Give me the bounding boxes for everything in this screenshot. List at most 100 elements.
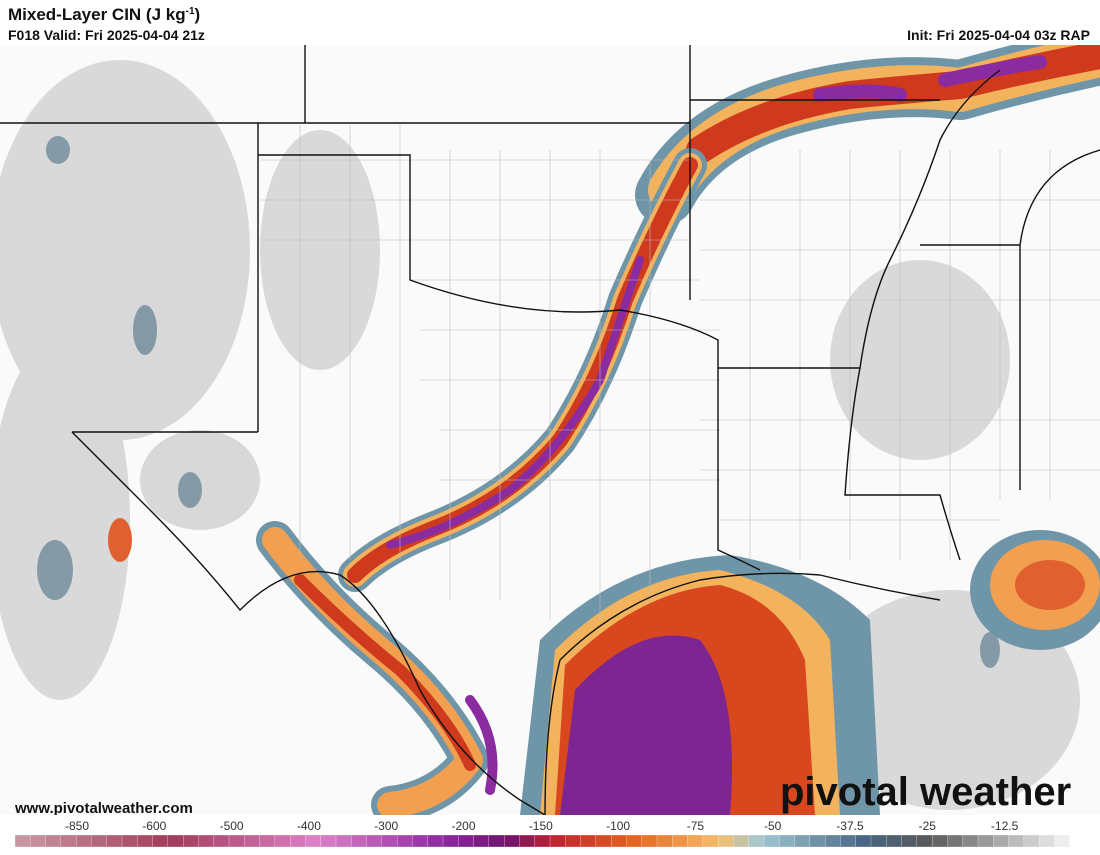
colorbar-swatch bbox=[717, 834, 734, 848]
title-close: ) bbox=[195, 5, 201, 24]
dryline-band bbox=[338, 148, 707, 592]
blue-spots bbox=[37, 136, 1000, 668]
colorbar-swatch bbox=[1008, 834, 1025, 848]
colorbar-swatch bbox=[840, 834, 857, 848]
colorbar-swatch bbox=[947, 834, 964, 848]
colorbar-swatch bbox=[702, 834, 719, 848]
header-bar bbox=[0, 0, 1100, 45]
colorbar-swatch bbox=[274, 834, 291, 848]
colorbar-swatch bbox=[45, 834, 62, 848]
colorbar-swatch bbox=[75, 834, 92, 848]
colorbar-swatch bbox=[503, 834, 520, 848]
colorbar-swatch bbox=[1038, 834, 1055, 848]
colorbar-swatch bbox=[106, 834, 123, 848]
colorbar-swatch bbox=[870, 834, 887, 848]
colorbar-swatch bbox=[396, 834, 413, 848]
colorbar-swatch bbox=[488, 834, 505, 848]
website: www.pivotalweather.com bbox=[14, 800, 193, 817]
colorbar-swatch bbox=[779, 834, 796, 848]
colorbar-swatch bbox=[763, 834, 780, 848]
colorbar-swatch bbox=[993, 834, 1010, 848]
county-lines bbox=[260, 125, 1100, 620]
colorbar-swatch bbox=[794, 834, 811, 848]
colorbar-label: -300 bbox=[374, 819, 398, 833]
colorbar-label: -150 bbox=[529, 819, 553, 833]
colorbar: -850 -600 -500 -400 -300 -200 -150 -100 -75 -50 -3… bbox=[14, 819, 1086, 848]
colorbar-swatch bbox=[137, 834, 154, 848]
colorbar-swatch bbox=[595, 834, 612, 848]
colorbar-swatch bbox=[213, 834, 230, 848]
state-borders bbox=[0, 45, 1100, 816]
colorbar-swatch bbox=[320, 834, 337, 848]
colorbar-label: -12.5 bbox=[991, 819, 1019, 833]
gulf-purple bbox=[560, 635, 732, 815]
colorbar-swatch bbox=[901, 834, 918, 848]
colorbar-swatch bbox=[656, 834, 673, 848]
colorbar-label: -25 bbox=[919, 819, 937, 833]
colorbar-swatch bbox=[182, 834, 199, 848]
logo: pivotal weather bbox=[780, 770, 1071, 814]
colorbar-label: -50 bbox=[764, 819, 782, 833]
colorbar-label: -100 bbox=[606, 819, 630, 833]
colorbar-swatch bbox=[610, 834, 627, 848]
colorbar-swatch bbox=[687, 834, 704, 848]
colorbar-swatch bbox=[886, 834, 903, 848]
colorbar-swatch bbox=[549, 834, 566, 848]
colorbar-swatch bbox=[473, 834, 490, 848]
colorbar-label: -75 bbox=[687, 819, 705, 833]
colorbar-swatch bbox=[962, 834, 979, 848]
colorbar-label: -400 bbox=[297, 819, 321, 833]
map bbox=[0, 25, 1100, 824]
colorbar-swatch bbox=[427, 834, 444, 848]
colorbar-swatch bbox=[351, 834, 368, 848]
southwest-band bbox=[108, 518, 498, 824]
colorbar-swatch bbox=[519, 834, 536, 848]
colorbar-swatch bbox=[855, 834, 872, 848]
title-superscript: -1 bbox=[186, 6, 195, 17]
colorbar-swatch bbox=[916, 834, 933, 848]
colorbar-swatch bbox=[228, 834, 245, 848]
title: Mixed-Layer CIN (J kg-1) bbox=[8, 5, 200, 24]
colorbar-label: -600 bbox=[142, 819, 166, 833]
colorbar-label: -37.5 bbox=[836, 819, 864, 833]
colorbar-swatch bbox=[381, 834, 398, 848]
north-band bbox=[635, 25, 1100, 225]
colorbar-swatch bbox=[748, 834, 765, 848]
colorbar-swatch bbox=[809, 834, 826, 848]
valid-time: F018 Valid: Fri 2025-04-04 21z bbox=[8, 27, 205, 43]
colorbar-label: -200 bbox=[451, 819, 475, 833]
colorbar-swatch bbox=[91, 834, 108, 848]
colorbar-label: -850 bbox=[65, 819, 89, 833]
colorbar-swatch bbox=[1069, 834, 1086, 848]
colorbar-swatch bbox=[198, 834, 215, 848]
colorbar-swatch bbox=[977, 834, 994, 848]
colorbar-swatch bbox=[152, 834, 169, 848]
colorbar-label: -500 bbox=[220, 819, 244, 833]
colorbar-swatch bbox=[626, 834, 643, 848]
colorbar-swatch bbox=[458, 834, 475, 848]
colorbar-swatch bbox=[580, 834, 597, 848]
colorbar-swatch bbox=[259, 834, 276, 848]
colorbar-swatch bbox=[672, 834, 689, 848]
colorbar-swatch bbox=[335, 834, 352, 848]
colorbar-swatch bbox=[1023, 834, 1040, 848]
colorbar-swatch bbox=[167, 834, 184, 848]
colorbar-swatch bbox=[412, 834, 429, 848]
colorbar-swatch bbox=[442, 834, 459, 848]
colorbar-swatch bbox=[305, 834, 322, 848]
colorbar-swatch bbox=[641, 834, 658, 848]
colorbar-swatch bbox=[60, 834, 77, 848]
colorbar-swatch bbox=[733, 834, 750, 848]
colorbar-swatch bbox=[30, 834, 47, 848]
colorbar-swatch bbox=[1054, 834, 1071, 848]
colorbar-swatch bbox=[244, 834, 261, 848]
colorbar-swatch bbox=[14, 834, 31, 848]
colorbar-swatch bbox=[289, 834, 306, 848]
colorbar-swatch bbox=[534, 834, 551, 848]
init-time: Init: Fri 2025-04-04 03z RAP bbox=[907, 27, 1090, 43]
colorbar-swatch bbox=[931, 834, 948, 848]
colorbar-swatch bbox=[366, 834, 383, 848]
title-text: Mixed-Layer CIN (J kg bbox=[8, 5, 186, 24]
